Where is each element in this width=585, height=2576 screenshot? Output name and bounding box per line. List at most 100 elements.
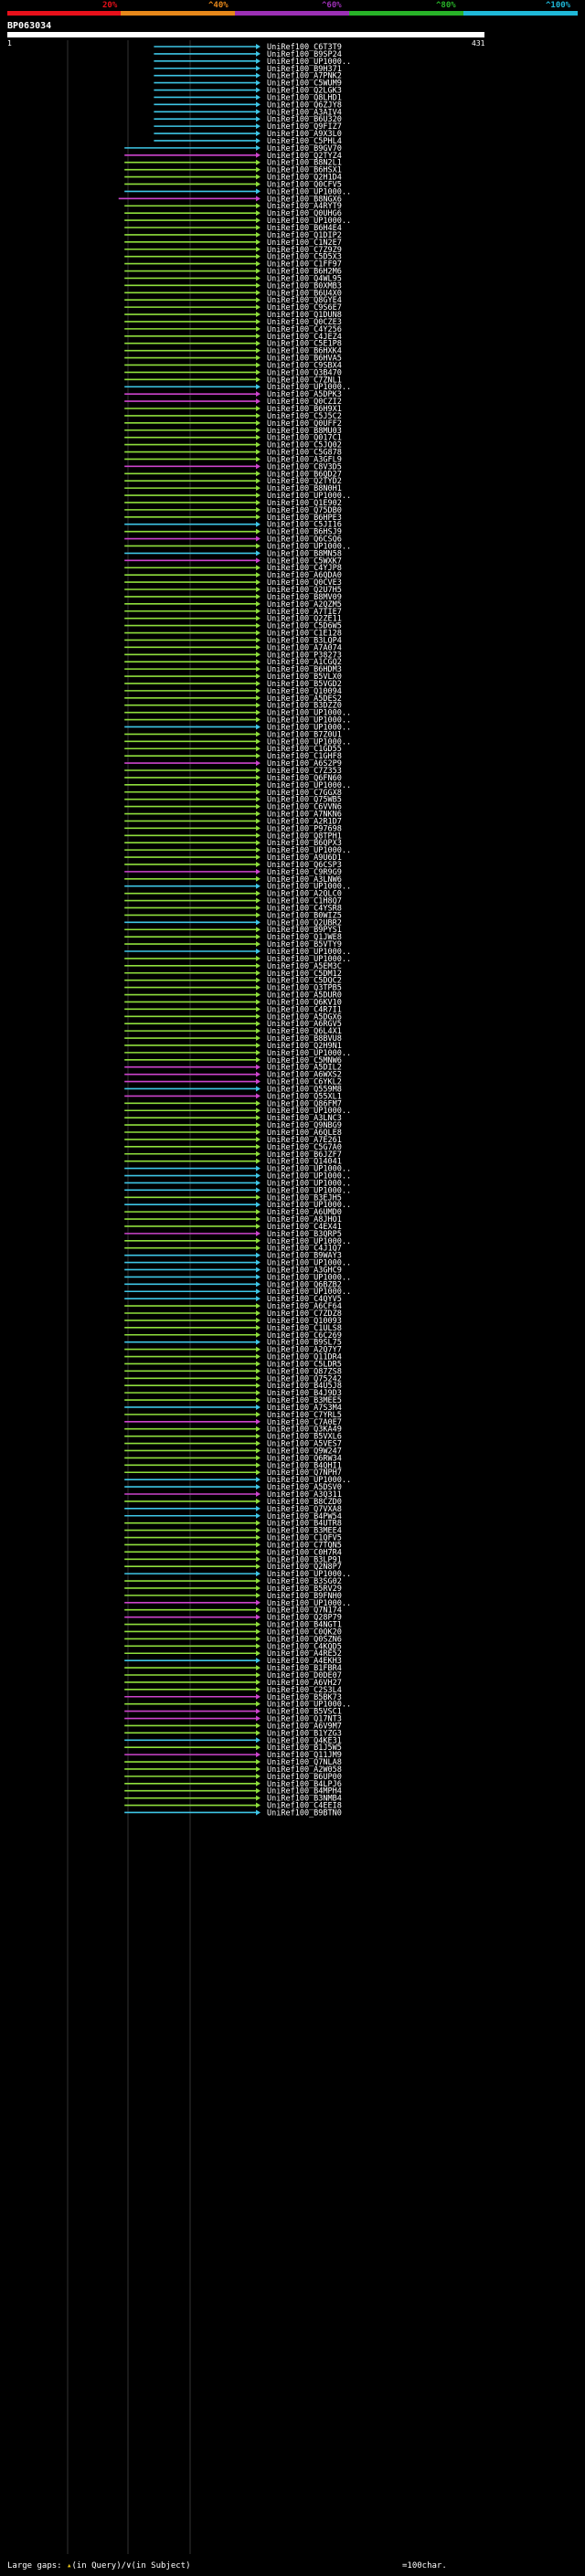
hit-label[interactable]: UniRef100_B5VTY9 bbox=[267, 940, 342, 949]
hit-label[interactable]: UniRef100_UP1000.. bbox=[267, 846, 351, 855]
hit-label[interactable]: UniRef100_B9SP24 bbox=[267, 50, 342, 59]
hit-label[interactable]: UniRef100_Q6CSP3 bbox=[267, 861, 342, 870]
hit-label[interactable]: UniRef100_Q2N8P7 bbox=[267, 1563, 342, 1572]
hit-label[interactable]: UniRef100_C1GHF8 bbox=[267, 752, 342, 761]
hit-label[interactable]: UniRef100_B6HSJ9 bbox=[267, 528, 342, 537]
hit-label[interactable]: UniRef100_B9GV70 bbox=[267, 144, 342, 154]
hit-label[interactable]: UniRef100_A6QLE8 bbox=[267, 1129, 342, 1138]
hit-label[interactable]: UniRef100_B3EJH5 bbox=[267, 1193, 342, 1203]
hit-label[interactable]: UniRef100_A7S3M4 bbox=[267, 1404, 342, 1413]
hit-label[interactable]: UniRef100_P97698 bbox=[267, 824, 342, 833]
hit-label[interactable]: UniRef100_B8N0H1 bbox=[267, 484, 342, 493]
hit-label[interactable]: UniRef100_B0XMB3 bbox=[267, 281, 342, 291]
hit-label[interactable]: UniRef100_A4RE52 bbox=[267, 1649, 342, 1659]
hit-label[interactable]: UniRef100_UP1000.. bbox=[267, 542, 351, 551]
hit-label[interactable]: UniRef100_Q9NBG9 bbox=[267, 1121, 342, 1130]
hit-label[interactable]: UniRef100_C9S6E7 bbox=[267, 303, 342, 313]
hit-label[interactable]: UniRef100_C5LDR5 bbox=[267, 1360, 342, 1369]
hit-label[interactable]: UniRef100_Q17NT3 bbox=[267, 1715, 342, 1724]
hit-label[interactable]: UniRef100_Q559M8 bbox=[267, 1085, 342, 1094]
hit-label[interactable]: UniRef100_Q1E902 bbox=[267, 499, 342, 508]
hit-label[interactable]: UniRef100_C8V3D5 bbox=[267, 462, 342, 472]
hit-label[interactable]: UniRef100_A5DES2 bbox=[267, 694, 342, 704]
hit-label[interactable]: UniRef100_UP1000.. bbox=[267, 1172, 351, 1182]
hit-label[interactable]: UniRef100_C9R9G9 bbox=[267, 868, 342, 877]
hit-label[interactable]: UniRef100_Q0SZN6 bbox=[267, 1635, 342, 1644]
hit-label[interactable]: UniRef100_UP1000.. bbox=[267, 1237, 351, 1246]
hit-label[interactable]: UniRef100_UP1000.. bbox=[267, 217, 351, 226]
hit-label[interactable]: UniRef100_C7TQN5 bbox=[267, 1541, 342, 1550]
hit-label[interactable]: UniRef100_Q75242 bbox=[267, 1374, 342, 1383]
hit-label[interactable]: UniRef100_Q75DB0 bbox=[267, 506, 342, 515]
hit-label[interactable]: UniRef100_Q017C1 bbox=[267, 434, 342, 443]
hit-label[interactable]: UniRef100_UP1000.. bbox=[267, 383, 351, 392]
hit-label[interactable]: UniRef100_C4J1Q7 bbox=[267, 1245, 342, 1254]
hit-label[interactable]: UniRef100_B6QPX3 bbox=[267, 839, 342, 848]
hit-label[interactable]: UniRef100_C5G7A0 bbox=[267, 1143, 342, 1152]
hit-label[interactable]: UniRef100_B1FBR4 bbox=[267, 1664, 342, 1673]
hit-label[interactable]: UniRef100_C4Y256 bbox=[267, 325, 342, 334]
hit-label[interactable]: UniRef100_B9WAY3 bbox=[267, 1252, 342, 1261]
hit-label[interactable]: UniRef100_B3MEE4 bbox=[267, 1527, 342, 1536]
hit-label[interactable]: UniRef100_B4MPH4 bbox=[267, 1787, 342, 1797]
hit-label[interactable]: UniRef100_C5JI16 bbox=[267, 521, 342, 530]
hit-label[interactable]: UniRef100_UP1000.. bbox=[267, 1179, 351, 1188]
hit-label[interactable]: UniRef100_Q9FIZ7 bbox=[267, 122, 342, 132]
hit-label[interactable]: UniRef100_A5DSV0 bbox=[267, 1483, 342, 1492]
hit-label[interactable]: UniRef100_B8MN58 bbox=[267, 549, 342, 558]
hit-label[interactable]: UniRef100_Q7N174 bbox=[267, 1606, 342, 1616]
hit-label[interactable]: UniRef100_C0QK20 bbox=[267, 1627, 342, 1637]
hit-label[interactable]: UniRef100_C6C269 bbox=[267, 1331, 342, 1341]
hit-label[interactable]: UniRef100_C6VVN6 bbox=[267, 803, 342, 812]
hit-label[interactable]: UniRef100_A2Q7Y7 bbox=[267, 1346, 342, 1355]
hit-label[interactable]: UniRef100_C7GGX8 bbox=[267, 789, 342, 798]
hit-label[interactable]: UniRef100_A6UMD0 bbox=[267, 1208, 342, 1217]
hit-label[interactable]: UniRef100_C1ULS8 bbox=[267, 1324, 342, 1333]
hit-label[interactable]: UniRef100_A7TIE7 bbox=[267, 608, 342, 617]
hit-label[interactable]: UniRef100_B0WIZ5 bbox=[267, 911, 342, 920]
hit-label[interactable]: UniRef100_B6JZF7 bbox=[267, 1150, 342, 1160]
hit-label[interactable]: UniRef100_B6H2M6 bbox=[267, 268, 342, 277]
hit-label[interactable]: UniRef100_Q87ZS8 bbox=[267, 1367, 342, 1376]
hit-label[interactable]: UniRef100_A3GFL9 bbox=[267, 455, 342, 464]
hit-label[interactable]: UniRef100_B5VSC1 bbox=[267, 1708, 342, 1717]
hit-label[interactable]: UniRef100_B8MU03 bbox=[267, 427, 342, 436]
hit-label[interactable]: UniRef100_A6CF64 bbox=[267, 1302, 342, 1311]
hit-label[interactable]: UniRef100_C5DQC2 bbox=[267, 977, 342, 986]
hit-label[interactable]: UniRef100_C7YRL5 bbox=[267, 1411, 342, 1420]
hit-label[interactable]: UniRef100_C2S3L4 bbox=[267, 1686, 342, 1695]
hit-label[interactable]: UniRef100_Q0UFF2 bbox=[267, 419, 342, 429]
hit-label[interactable]: UniRef100_B6U320 bbox=[267, 115, 342, 124]
hit-label[interactable]: UniRef100_A6QDA0 bbox=[267, 571, 342, 580]
hit-label[interactable]: UniRef100_B9SL75 bbox=[267, 1339, 342, 1348]
hit-label[interactable]: UniRef100_Q6L4X1 bbox=[267, 1027, 342, 1036]
hit-label[interactable]: UniRef100_Q2UBR2 bbox=[267, 918, 342, 928]
hit-label[interactable]: UniRef100_B3DZZ0 bbox=[267, 702, 342, 711]
hit-label[interactable]: UniRef100_B4QHI1 bbox=[267, 1461, 342, 1470]
hit-label[interactable]: UniRef100_Q2U7H5 bbox=[267, 586, 342, 595]
hit-label[interactable]: UniRef100_A5VES7 bbox=[267, 1440, 342, 1449]
hit-label[interactable]: UniRef100_Q9W247 bbox=[267, 1447, 342, 1456]
hit-label[interactable]: UniRef100_C1GD55 bbox=[267, 745, 342, 754]
hit-label[interactable]: UniRef100_UP1000.. bbox=[267, 723, 351, 732]
hit-label[interactable]: UniRef100_Q2TYZ4 bbox=[267, 152, 342, 161]
hit-label[interactable]: UniRef100_B8NGX6 bbox=[267, 195, 342, 204]
hit-label[interactable]: UniRef100_C5PHL4 bbox=[267, 137, 342, 146]
hit-label[interactable]: UniRef100_Q0CZE3 bbox=[267, 318, 342, 327]
hit-label[interactable]: UniRef100_UP1000.. bbox=[267, 955, 351, 964]
hit-label[interactable]: UniRef100_B9PYS1 bbox=[267, 926, 342, 935]
hit-label[interactable]: UniRef100_B3SG02 bbox=[267, 1577, 342, 1586]
hit-label[interactable]: UniRef100_B6HPE3 bbox=[267, 514, 342, 523]
hit-label[interactable]: UniRef100_C5E1P8 bbox=[267, 340, 342, 349]
hit-label[interactable]: UniRef100_C4JEZ4 bbox=[267, 333, 342, 342]
hit-label[interactable]: UniRef100_A9X3L0 bbox=[267, 130, 342, 139]
hit-label[interactable]: UniRef100_C5WXK7 bbox=[267, 557, 342, 566]
hit-label[interactable]: UniRef100_C1N2E7 bbox=[267, 239, 342, 248]
hit-label[interactable]: UniRef100_C7ZDZ8 bbox=[267, 1309, 342, 1319]
hit-label[interactable]: UniRef100_C5MNW6 bbox=[267, 1056, 342, 1065]
hit-label[interactable]: UniRef100_A5DPK3 bbox=[267, 390, 342, 399]
hit-label[interactable]: UniRef100_B6H9X1 bbox=[267, 405, 342, 414]
hit-label[interactable]: UniRef100_Q4KE31 bbox=[267, 1736, 342, 1745]
hit-label[interactable]: UniRef100_Q8TPH1 bbox=[267, 832, 342, 841]
hit-label[interactable]: UniRef100_C5JQ02 bbox=[267, 441, 342, 451]
